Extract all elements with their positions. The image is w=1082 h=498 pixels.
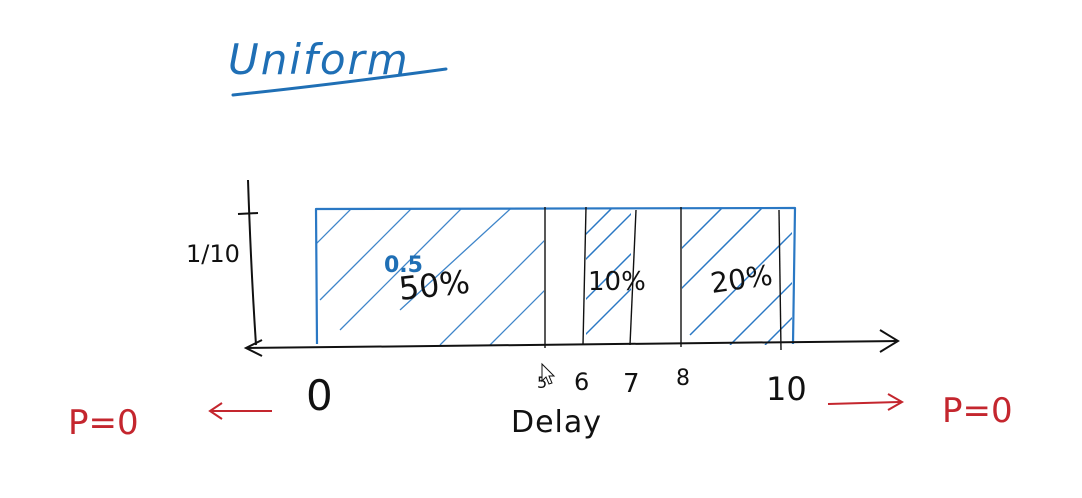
x-tick-6: 6 (574, 368, 589, 396)
y-axis-tick (237, 212, 259, 215)
title-underline (231, 67, 448, 97)
y-tick-label: 1/10 (186, 240, 240, 268)
x-tick-8: 8 (676, 366, 690, 391)
x-axis (247, 340, 897, 349)
x-axis-label: Delay (511, 405, 602, 440)
diagram-title: Uniform (228, 35, 410, 84)
right-red-arrow-icon (827, 393, 905, 411)
x-axis-left-arrow-icon (243, 339, 263, 357)
arrow-cursor-icon (541, 362, 556, 385)
x-tick-7: 7 (623, 369, 640, 399)
right-probability-note: P=0 (942, 391, 1013, 431)
x-tick-0: 0 (306, 371, 333, 420)
left-probability-note: P=0 (68, 403, 139, 443)
divider-lines (544, 206, 782, 351)
left-red-arrow-icon (208, 402, 272, 420)
region-first-percent-label: 50% (397, 263, 472, 308)
region-last-percent-label: 20% (708, 259, 774, 300)
y-axis (247, 179, 257, 346)
density-box (314, 206, 797, 345)
region-middle-percent-label: 10% (588, 267, 646, 297)
x-axis-right-arrow-icon (879, 329, 900, 353)
region-first-value-label: 0.5 (384, 253, 423, 278)
hatch-region-last (682, 209, 792, 345)
x-tick-5: 5 (537, 373, 547, 392)
x-tick-10: 10 (766, 370, 807, 408)
hatch-region-middle (586, 209, 631, 336)
